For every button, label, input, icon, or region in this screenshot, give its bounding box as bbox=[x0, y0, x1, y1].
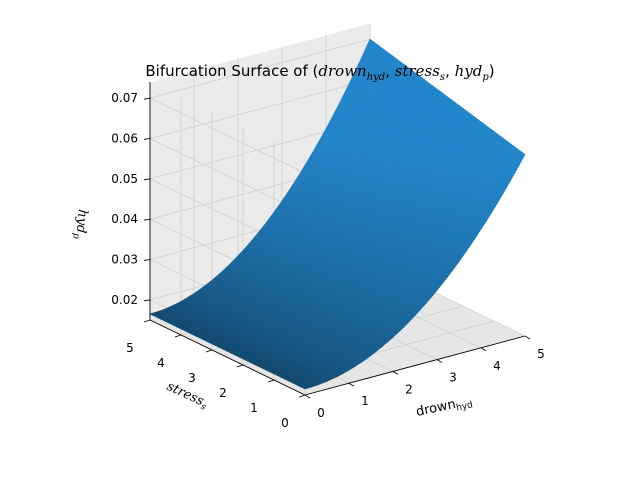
z-tick-mark bbox=[143, 97, 151, 100]
title-suffix: ) bbox=[488, 62, 495, 80]
z-tick-label: 0.03 bbox=[111, 252, 138, 266]
x-tick-mark bbox=[348, 382, 355, 387]
y-tick-mark bbox=[174, 334, 182, 338]
y-tick-label: 2 bbox=[219, 386, 227, 400]
x-tick-label: 0 bbox=[317, 406, 325, 420]
title-var1: drownhyd bbox=[318, 62, 386, 83]
x-tick-label: 4 bbox=[493, 359, 501, 373]
y-tick-label: 1 bbox=[250, 401, 258, 415]
y-tick-mark bbox=[267, 379, 275, 383]
x-tick-mark bbox=[392, 371, 399, 375]
surface-patch bbox=[515, 151, 526, 166]
y-tick-mark bbox=[298, 394, 306, 398]
x-tick-mark bbox=[436, 359, 443, 363]
x-tick-label: 5 bbox=[537, 347, 545, 361]
y-tick-label: 4 bbox=[157, 356, 165, 370]
z-tick-label: 0.07 bbox=[111, 91, 138, 105]
axis-lines bbox=[149, 82, 526, 396]
title-var2: stresss bbox=[394, 62, 446, 83]
x-tick-label: 3 bbox=[449, 371, 457, 385]
x-axis-ticks: 0 1 2 3 4 5 bbox=[304, 335, 545, 420]
z-axis-label: hydp bbox=[70, 208, 90, 239]
y-tick-mark bbox=[143, 319, 151, 323]
chart-title: Bifurcation Surface of (drownhyd, stress… bbox=[145, 62, 495, 83]
title-prefix: Bifurcation Surface of ( bbox=[145, 62, 319, 80]
z-tick-mark bbox=[143, 218, 151, 221]
y-tick-label: 3 bbox=[188, 371, 196, 385]
z-tick-mark bbox=[143, 178, 151, 181]
z-tick-mark bbox=[143, 299, 151, 302]
surface-mesh bbox=[149, 38, 526, 390]
x-tick-label: 1 bbox=[361, 394, 369, 408]
x-tick-mark bbox=[524, 335, 531, 340]
x-tick-mark bbox=[304, 394, 311, 399]
z-tick-label: 0.06 bbox=[111, 131, 138, 145]
z-tick-mark bbox=[143, 138, 151, 140]
z-tick-label: 0.04 bbox=[111, 212, 138, 226]
y-tick-label: 0 bbox=[281, 416, 289, 430]
x-axis-line bbox=[304, 335, 526, 396]
x-tick-label: 2 bbox=[405, 382, 413, 396]
y-tick-label: 5 bbox=[126, 341, 134, 355]
y-axis-ticks: 0 1 2 3 4 5 bbox=[126, 319, 306, 430]
y-axis-label: stresss bbox=[163, 379, 210, 413]
y-tick-mark bbox=[205, 349, 213, 353]
x-tick-mark bbox=[480, 347, 487, 352]
y-axis-line bbox=[149, 319, 306, 396]
z-axis-ticks: 0.02 0.03 0.04 0.05 0.06 0.07 bbox=[111, 91, 151, 307]
x-axis-label: drownhyd bbox=[415, 393, 474, 421]
y-tick-mark bbox=[236, 364, 244, 368]
title-var3: hydp bbox=[454, 62, 489, 83]
z-tick-label: 0.02 bbox=[111, 293, 138, 307]
z-tick-mark bbox=[143, 259, 151, 261]
z-tick-label: 0.05 bbox=[111, 172, 138, 186]
